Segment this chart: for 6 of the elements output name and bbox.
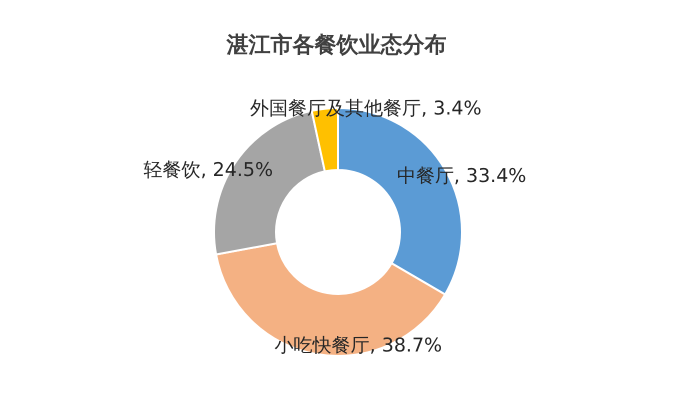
data-label: , 33.4% xyxy=(454,165,526,188)
chart-title: 湛江市各餐饮业态分布 xyxy=(226,32,446,58)
slice-label: 轻餐饮 xyxy=(144,158,201,181)
data-label: , 38.7% xyxy=(370,334,442,356)
data-label: , 3.4% xyxy=(421,98,482,120)
slice-label: 小吃快餐厅 xyxy=(274,334,370,356)
